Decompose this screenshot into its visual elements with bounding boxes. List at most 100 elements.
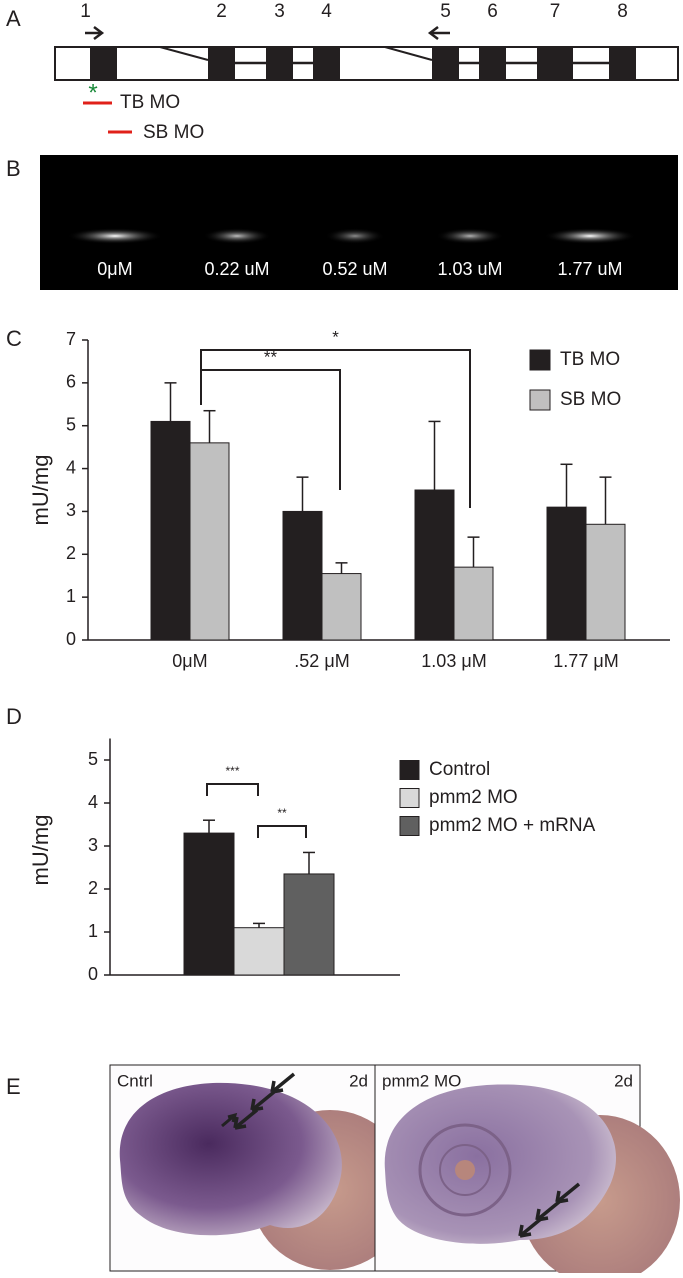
intron [117,46,433,61]
legend-label: TB MO [560,349,620,370]
significance-label: * [332,327,339,346]
bar [321,573,362,641]
y-tick-label: 4 [88,792,98,812]
y-tick-label: 3 [88,835,98,855]
reverse-primer [427,26,439,40]
image-label: Cntrl [117,1071,153,1090]
gel-band [203,228,271,244]
legend-label: pmm2 MO [429,787,518,808]
image-stage: 2d [349,1071,368,1090]
significance-label: ** [264,347,278,366]
significance-label: ** [277,806,287,820]
y-tick-label: 2 [88,878,98,898]
y-tick-label: 5 [66,414,76,434]
image-label: pmm2 MO [382,1071,461,1090]
image-stage: 2d [614,1071,633,1090]
y-tick-label: 5 [88,749,98,769]
y-axis-label: mU/mg [28,455,53,526]
exon-number: 7 [550,1,561,22]
arrow [535,1200,561,1222]
significance-bracket [200,369,341,490]
lane-label: 0.22 uM [204,259,269,279]
embryo-image [374,1064,680,1278]
lane-label: 1.03 uM [437,259,502,279]
gel-lanes: 0μM 0.22 uM 0.52 uM 1.03 uM 1.77 uM [67,228,636,279]
exon [266,47,293,80]
gene-diagram [54,46,679,81]
significance-bracket [206,783,259,796]
legend-swatch [529,349,551,371]
exon-number: 5 [440,1,451,22]
exon [432,47,459,80]
y-tick-label: 4 [66,457,76,477]
legend-label: SB MO [560,389,621,410]
arrow [555,1182,581,1204]
gel-band [544,228,636,244]
legend-swatch [399,816,420,836]
legend-swatch [529,389,551,411]
target-marker: * [88,79,97,106]
lane-label: 1.77 uM [557,259,622,279]
exon [208,47,235,80]
exon [537,47,573,80]
exon [609,47,636,80]
legend-swatch [399,760,420,780]
significance-label: *** [225,764,239,778]
y-tick-label: 6 [66,372,76,392]
x-tick-label: 0μM [172,651,207,671]
legend-label: Control [429,759,490,780]
panel-label: A [6,6,21,31]
y-tick-label: 0 [88,964,98,984]
mo-label: SB MO [143,122,204,143]
bar [183,832,235,976]
bar [453,566,494,641]
lane-label: 0.52 uM [322,259,387,279]
forward-primer [93,26,105,40]
arrows [233,1072,581,1238]
gel-image [40,155,678,290]
exon-number: 4 [321,1,332,22]
gel-band [67,228,163,244]
gel-band [436,228,504,244]
significance-bracket [200,349,471,508]
arrow [233,1108,259,1130]
panel-label: E [6,1074,21,1099]
y-tick-label: 0 [66,629,76,649]
y-axis-label: mU/mg [28,815,53,886]
bar [150,420,191,641]
bar [233,927,285,976]
lane-label: 0μM [97,259,132,279]
exon [313,47,340,80]
exon-number: 2 [216,1,227,22]
panel-label: B [6,156,21,181]
exon-number: 8 [617,1,628,22]
embryo-image [109,1064,410,1272]
x-tick-label: .52 μM [294,651,349,671]
bar [189,442,230,641]
mo-label: TB MO [120,92,180,113]
bar [283,873,335,976]
exon-number: 3 [274,1,285,22]
exon-number: 6 [487,1,498,22]
y-tick-label: 7 [66,329,76,349]
legend-swatch [399,788,420,808]
exon [90,47,117,80]
arrow [270,1072,296,1094]
exon [479,47,506,80]
bar [414,489,455,641]
bar [282,510,323,641]
bar [546,506,587,641]
y-tick-label: 2 [66,543,76,563]
significance-bracket [257,825,307,838]
y-tick-label: 3 [66,500,76,520]
x-tick-label: 1.03 μM [421,651,486,671]
y-tick-label: 1 [88,921,98,941]
panel-label: D [6,704,22,729]
exon-number: 1 [80,1,91,22]
x-tick-label: 1.77 μM [553,651,618,671]
legend-label: pmm2 MO + mRNA [429,815,596,836]
panel-label: C [6,326,22,351]
gel-band [325,228,385,244]
bar [585,523,626,641]
